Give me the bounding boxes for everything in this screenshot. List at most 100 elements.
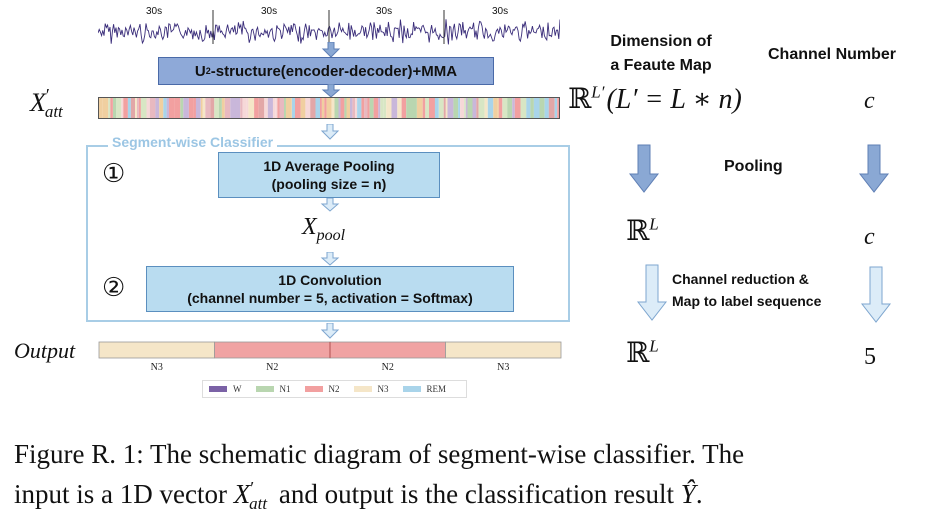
feature-stripe: [331, 97, 335, 119]
legend-label: W: [233, 384, 242, 394]
legend-item: N2: [304, 384, 340, 394]
feature-stripe: [180, 97, 184, 119]
dimension-att: ℝL′(L′ = L ∗ n): [568, 82, 742, 115]
arrow-down-icon: [320, 198, 340, 212]
feature-stripe: [533, 97, 540, 119]
feature-stripe: [166, 97, 169, 119]
output-segment: [329, 341, 446, 359]
legend: W N1 N2 N3 REM: [202, 380, 468, 398]
feature-stripe: [438, 97, 444, 119]
feature-stripe: [267, 97, 273, 119]
feature-stripe: [380, 97, 384, 119]
feature-stripe: [355, 97, 358, 119]
feature-stripe: [210, 97, 215, 119]
pooling-line1: 1D Average Pooling: [263, 158, 395, 174]
arrow-down-icon: [321, 84, 341, 98]
feature-stripe: [502, 97, 508, 119]
feature-stripe: [140, 97, 147, 119]
feature-stripe: [464, 97, 466, 119]
feature-stripe: [108, 97, 111, 119]
feature-stripe: [110, 97, 113, 119]
feature-stripe: [138, 97, 141, 119]
feature-stripe: [295, 97, 301, 119]
caption: Figure R. 1: The schematic diagram of se…: [14, 434, 944, 524]
feature-stripe: [411, 97, 417, 119]
x-att-label: X′att: [30, 85, 63, 122]
feature-stripe: [373, 97, 379, 119]
legend-swatch: [353, 386, 372, 392]
segment-wise-classifier-frame: [86, 145, 570, 322]
feature-stripe: [369, 97, 374, 119]
feature-stripe: [127, 97, 131, 119]
output-segment: [214, 341, 331, 359]
feature-stripe: [324, 97, 327, 119]
feature-stripe: [146, 97, 150, 119]
feature-stripe: [275, 97, 278, 119]
feature-stripe: [416, 97, 423, 119]
feature-stripe: [514, 97, 521, 119]
feature-stripe: [340, 97, 345, 119]
feature-stripe: [484, 97, 488, 119]
feature-stripe: [425, 97, 429, 119]
pooling-line2: (pooling size = n): [271, 176, 387, 192]
feature-stripe: [320, 97, 322, 119]
feature-stripe: [258, 97, 265, 119]
feature-stripe: [174, 97, 181, 119]
arrow-down-icon: [320, 124, 340, 140]
channel-header: Channel Number: [768, 46, 897, 63]
feature-stripe: [434, 97, 439, 119]
feature-stripe: [386, 97, 392, 119]
feature-stripe: [544, 97, 549, 119]
reduction-arrow-icon: [860, 266, 892, 323]
feature-stripe: [344, 97, 347, 119]
feature-stripe: [279, 97, 284, 119]
legend-label: N2: [328, 384, 340, 394]
feature-stripe: [159, 97, 164, 119]
feature-stripe: [121, 97, 124, 119]
feature-stripe: [193, 97, 196, 119]
output-segment: [445, 341, 562, 359]
feature-stripe: [554, 97, 558, 119]
feature-stripe: [242, 97, 247, 119]
average-pooling-box: 1D Average Pooling (pooling size = n): [218, 152, 440, 198]
output-segment: [98, 341, 215, 359]
feature-stripe: [443, 97, 446, 119]
feature-stripe: [169, 97, 175, 119]
feature-stripe: [557, 97, 560, 119]
channel-pool: c: [864, 224, 875, 250]
feature-stripe: [397, 97, 402, 119]
feature-stripe: [135, 97, 137, 119]
feature-stripe: [321, 97, 325, 119]
feature-stripe: [155, 97, 160, 119]
feature-stripe: [277, 97, 280, 119]
feature-stripe: [98, 97, 103, 119]
step1-marker: ①: [102, 158, 126, 188]
caption-line2: input is a 1D vector X′att and output is…: [14, 478, 703, 514]
legend-item: N1: [255, 384, 291, 394]
feature-stripe: [326, 97, 332, 119]
encoder-label-post: -structure(encoder-decoder)+MMA: [210, 62, 458, 80]
feature-stripe: [183, 97, 189, 119]
output-segment-label: N2: [266, 362, 278, 373]
feature-stripe: [224, 97, 231, 119]
feature-stripe: [539, 97, 545, 119]
feature-stripe: [291, 97, 296, 119]
feature-stripe: [364, 97, 368, 119]
feature-stripe: [406, 97, 412, 119]
feature-stripe: [113, 97, 117, 119]
dimension-out: ℝL: [626, 336, 659, 369]
waveform-segment-label: 30s: [261, 6, 278, 17]
waveform-segment-label: 30s: [376, 6, 393, 17]
feature-stripe: [235, 97, 241, 119]
feature-stripe: [218, 97, 222, 119]
feature-stripe: [507, 97, 513, 119]
feature-stripe: [472, 97, 477, 119]
feature-stripe: [195, 97, 201, 119]
arrow-down-icon: [320, 323, 340, 339]
feature-stripe: [422, 97, 426, 119]
feature-stripe: [512, 97, 515, 119]
waveform-segment-label: 30s: [492, 6, 509, 17]
feature-stripe: [530, 97, 534, 119]
channel-out: 5: [864, 344, 876, 370]
